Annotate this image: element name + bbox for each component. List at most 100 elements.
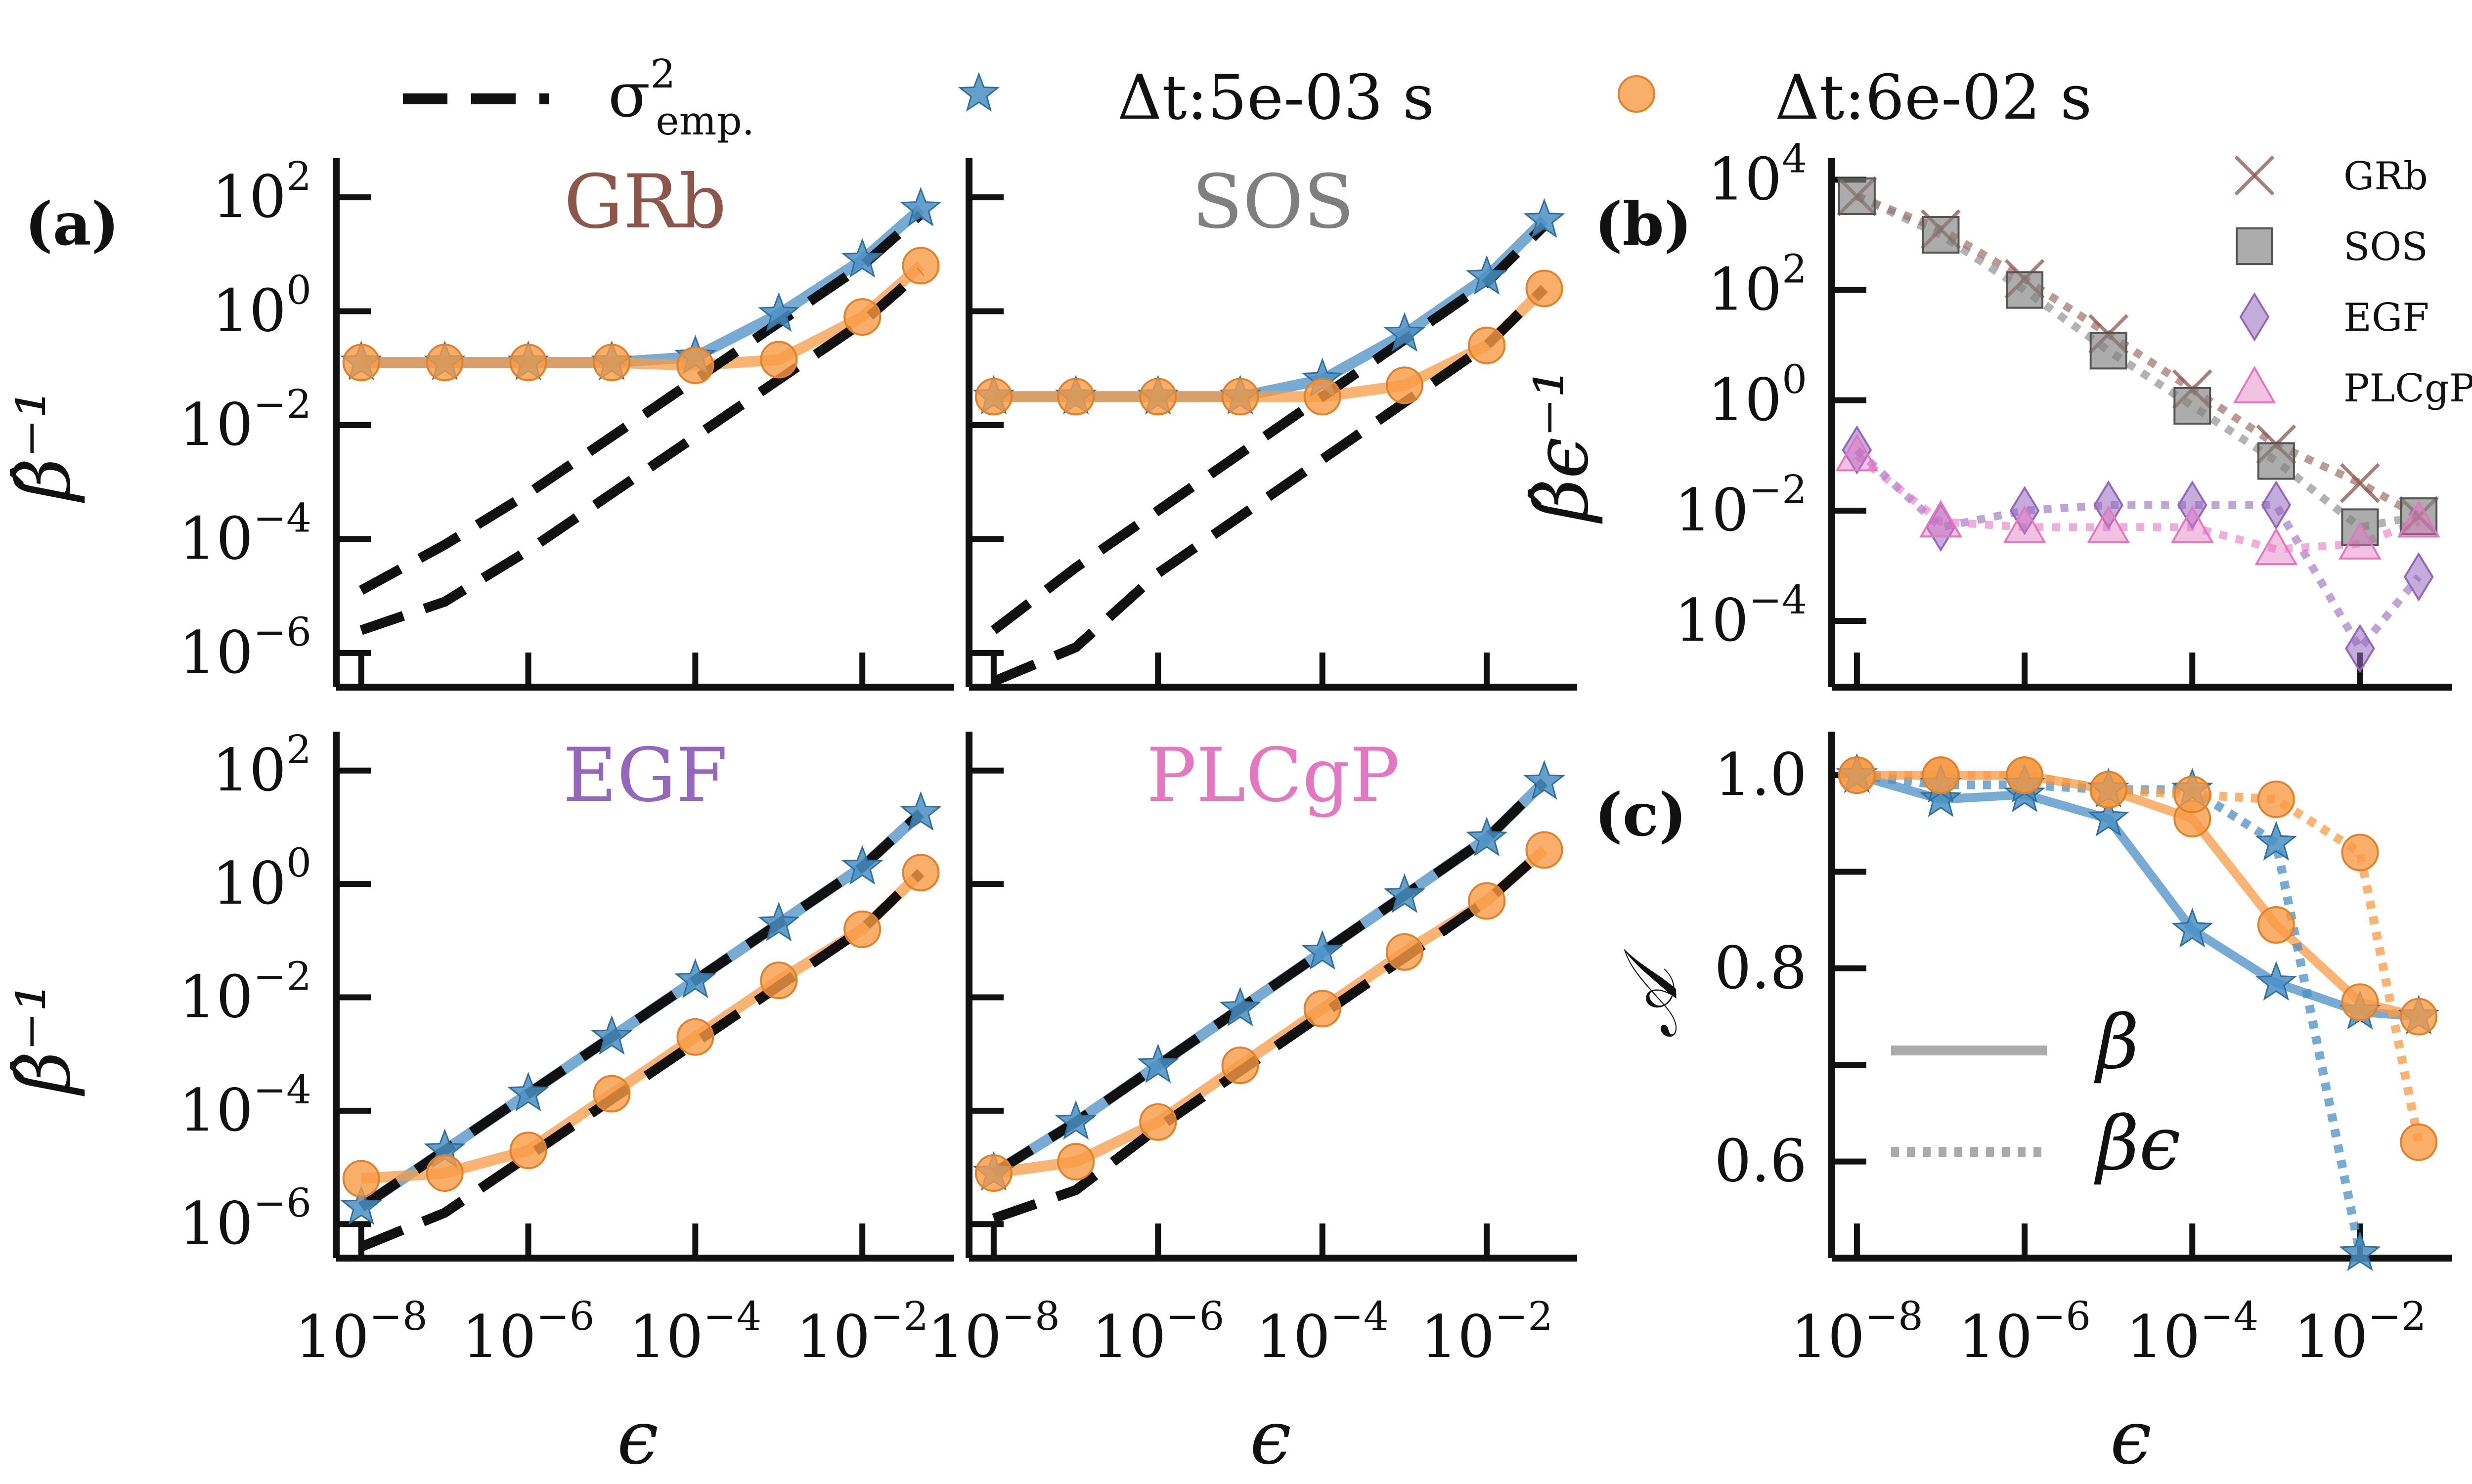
x-tick-label: 10−2 bbox=[2294, 1293, 2426, 1371]
circle-marker bbox=[1139, 1103, 1177, 1141]
legend-c-label-beta: β bbox=[2094, 1000, 2139, 1086]
ylabel-a-top: β̂⁻¹ bbox=[1, 389, 87, 503]
sos-marker bbox=[2173, 387, 2211, 425]
circle-marker bbox=[593, 1075, 631, 1113]
empirical-line bbox=[358, 211, 925, 595]
plcgp-marker bbox=[1835, 434, 1879, 472]
star-marker bbox=[340, 1185, 382, 1225]
top-legend: σ2 emp. Δt:5e-03 s Δt:6e-02 s bbox=[403, 51, 2092, 144]
sos-marker bbox=[1838, 177, 1876, 215]
circle-marker bbox=[2173, 776, 2211, 814]
xlabel-middle: ϵ bbox=[1250, 1395, 1291, 1481]
x-stroke bbox=[2234, 155, 2275, 196]
empirical-line bbox=[358, 809, 925, 1212]
circle-marker bbox=[843, 910, 882, 948]
plcgp-marker bbox=[2397, 500, 2440, 538]
x-tick-label: 10−8 bbox=[295, 1293, 428, 1371]
egf-marker bbox=[2093, 480, 2124, 530]
legend-b-marker-plcgp bbox=[2233, 365, 2276, 403]
star-marker bbox=[1301, 930, 1343, 970]
star-marker bbox=[2255, 960, 2297, 1001]
xlabel-right: ϵ bbox=[2110, 1395, 2152, 1481]
star-marker bbox=[900, 186, 942, 226]
panel-title: GRb bbox=[564, 159, 727, 245]
empirical-line bbox=[991, 778, 1548, 1178]
series-line-beta-eps bbox=[1856, 771, 2423, 1143]
plcgp-marker bbox=[2338, 522, 2382, 560]
circle-marker bbox=[509, 344, 547, 382]
circle-marker bbox=[1221, 1047, 1259, 1085]
legend-star-icon bbox=[958, 72, 1000, 112]
y-tick-label: 10−2 bbox=[1675, 467, 1807, 544]
circle-marker bbox=[1303, 378, 1341, 416]
series-line-plcgp bbox=[1854, 452, 2420, 554]
circle-marker bbox=[1468, 326, 1506, 364]
legend-dt2-label: Δt:6e-02 s bbox=[1775, 62, 2092, 133]
empirical-line bbox=[990, 222, 1548, 634]
star-marker bbox=[2087, 796, 2129, 836]
empirical-line bbox=[359, 267, 925, 635]
star-marker bbox=[1055, 1100, 1097, 1140]
empirical-line bbox=[992, 285, 1548, 686]
sos-marker bbox=[2006, 271, 2044, 309]
legend-b-marker-grb bbox=[2234, 155, 2275, 196]
y-tick-label: 0.8 bbox=[1714, 934, 1807, 1002]
y-tick-label: 100 bbox=[212, 840, 311, 917]
circle-marker bbox=[843, 298, 882, 336]
circle-marker bbox=[1525, 831, 1563, 869]
subplot-c: 10−8 10−6 10−4 10−2 0.6 0.8 1.0 bbox=[1714, 732, 2452, 1371]
circle-marker bbox=[974, 1154, 1013, 1192]
y-tick-label: 100 bbox=[212, 267, 311, 345]
series-line-egf bbox=[1854, 447, 2422, 655]
subplot-egf: 10−8 10−6 10−4 10−2 10−6 10−4 10−2 100 102 EGF bbox=[179, 727, 954, 1371]
legend-b-marker-egf bbox=[2239, 292, 2270, 342]
y-tick-label: 10−2 bbox=[179, 954, 311, 1031]
star-marker bbox=[674, 958, 716, 998]
plcgp-marker bbox=[2087, 505, 2130, 543]
y-tick-label: 100 bbox=[1708, 356, 1807, 434]
circle-marker bbox=[1525, 269, 1563, 307]
ylabel-b: β̂ϵ⁻¹ bbox=[1519, 368, 1605, 524]
series-line-beta bbox=[1856, 771, 2420, 1021]
circle-marker bbox=[902, 854, 940, 892]
sos-marker bbox=[2257, 442, 2295, 480]
circle-marker bbox=[2341, 833, 2379, 872]
x-tick-label: 10−6 bbox=[1092, 1293, 1224, 1371]
plcgp-marker bbox=[2003, 505, 2046, 543]
subplot-b: 10−4 10−2 100 102 104 bbox=[1675, 135, 2452, 691]
circle-marker bbox=[1385, 933, 1423, 971]
star-marker bbox=[1920, 777, 1962, 817]
y-tick-label: 10−2 bbox=[179, 381, 311, 459]
star-marker bbox=[2171, 908, 2213, 948]
panel-label-a: (a) bbox=[25, 189, 119, 259]
circle-marker bbox=[2400, 998, 2438, 1036]
legend-circle-icon bbox=[1618, 75, 1655, 113]
star-marker bbox=[2255, 821, 2297, 861]
legend-c-label-beta-eps: βϵ bbox=[2094, 1101, 2181, 1187]
star-marker bbox=[1466, 255, 1508, 295]
star-marker bbox=[591, 1015, 633, 1055]
legend-b-label-sos: SOS bbox=[2343, 225, 2428, 269]
star-marker bbox=[1523, 198, 1565, 238]
legend-b-marker-sos bbox=[2236, 227, 2273, 265]
y-tick-label: 0.6 bbox=[1714, 1127, 1807, 1195]
egf-marker bbox=[2009, 486, 2040, 535]
circle-marker bbox=[593, 344, 631, 382]
star-marker bbox=[758, 292, 800, 332]
legend-dt1-label: Δt:5e-03 s bbox=[1117, 62, 1434, 133]
egf-marker bbox=[2261, 480, 2292, 530]
legend-b: GRb SOS EGF PLCgP bbox=[2233, 154, 2472, 411]
star-marker bbox=[1383, 312, 1426, 352]
x-tick-label: 10−6 bbox=[1958, 1293, 2091, 1371]
sos-marker bbox=[1922, 216, 1960, 254]
circle-marker bbox=[342, 1160, 380, 1198]
circle-marker bbox=[342, 344, 380, 382]
star-marker bbox=[900, 791, 942, 831]
circle-marker bbox=[2257, 780, 2295, 818]
circle-marker bbox=[760, 341, 798, 379]
star-marker bbox=[507, 1072, 549, 1112]
y-tick-label: 104 bbox=[1708, 135, 1807, 213]
x-tick-label: 10−2 bbox=[796, 1293, 928, 1371]
legend-b-label-plcgp: PLCgP bbox=[2343, 366, 2472, 411]
